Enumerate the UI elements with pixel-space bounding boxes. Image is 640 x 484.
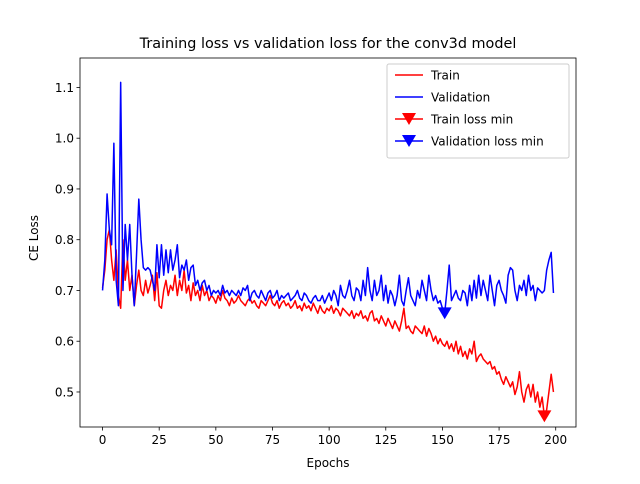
x-tick-label: 100	[318, 433, 341, 447]
x-tick-label: 75	[265, 433, 280, 447]
y-tick-label: 0.6	[55, 335, 74, 349]
min-marker	[537, 410, 552, 423]
x-tick-label: 200	[544, 433, 567, 447]
x-tick-label: 175	[488, 433, 511, 447]
y-axis-label: CE Loss	[27, 215, 41, 261]
y-tick-label: 1.1	[55, 81, 74, 95]
x-tick-label: 25	[152, 433, 167, 447]
series-line	[101, 81, 555, 315]
x-axis-label: Epochs	[307, 456, 350, 470]
y-tick-label: 1.0	[55, 132, 74, 146]
legend-label: Validation loss min	[431, 135, 544, 149]
series-line	[101, 228, 555, 418]
y-tick-label: 0.9	[55, 182, 74, 196]
legend-marker	[402, 135, 416, 147]
legend-box	[386, 63, 570, 159]
x-tick-label: 0	[99, 433, 107, 447]
y-tick-label: 0.7	[55, 284, 74, 298]
y-tick-label: 0.8	[55, 233, 74, 247]
chart-title: Training loss vs validation loss for the…	[139, 36, 517, 52]
legend-label: Train loss min	[430, 113, 513, 127]
x-tick-label: 150	[431, 433, 454, 447]
legend-label: Validation	[431, 91, 490, 105]
plot-frame	[79, 57, 577, 428]
legend-label: Train	[430, 69, 460, 83]
x-tick-label: 125	[374, 433, 397, 447]
min-marker	[437, 307, 452, 320]
y-tick-label: 0.5	[55, 385, 74, 399]
legend-marker	[402, 113, 416, 125]
x-tick-label: 50	[208, 433, 223, 447]
